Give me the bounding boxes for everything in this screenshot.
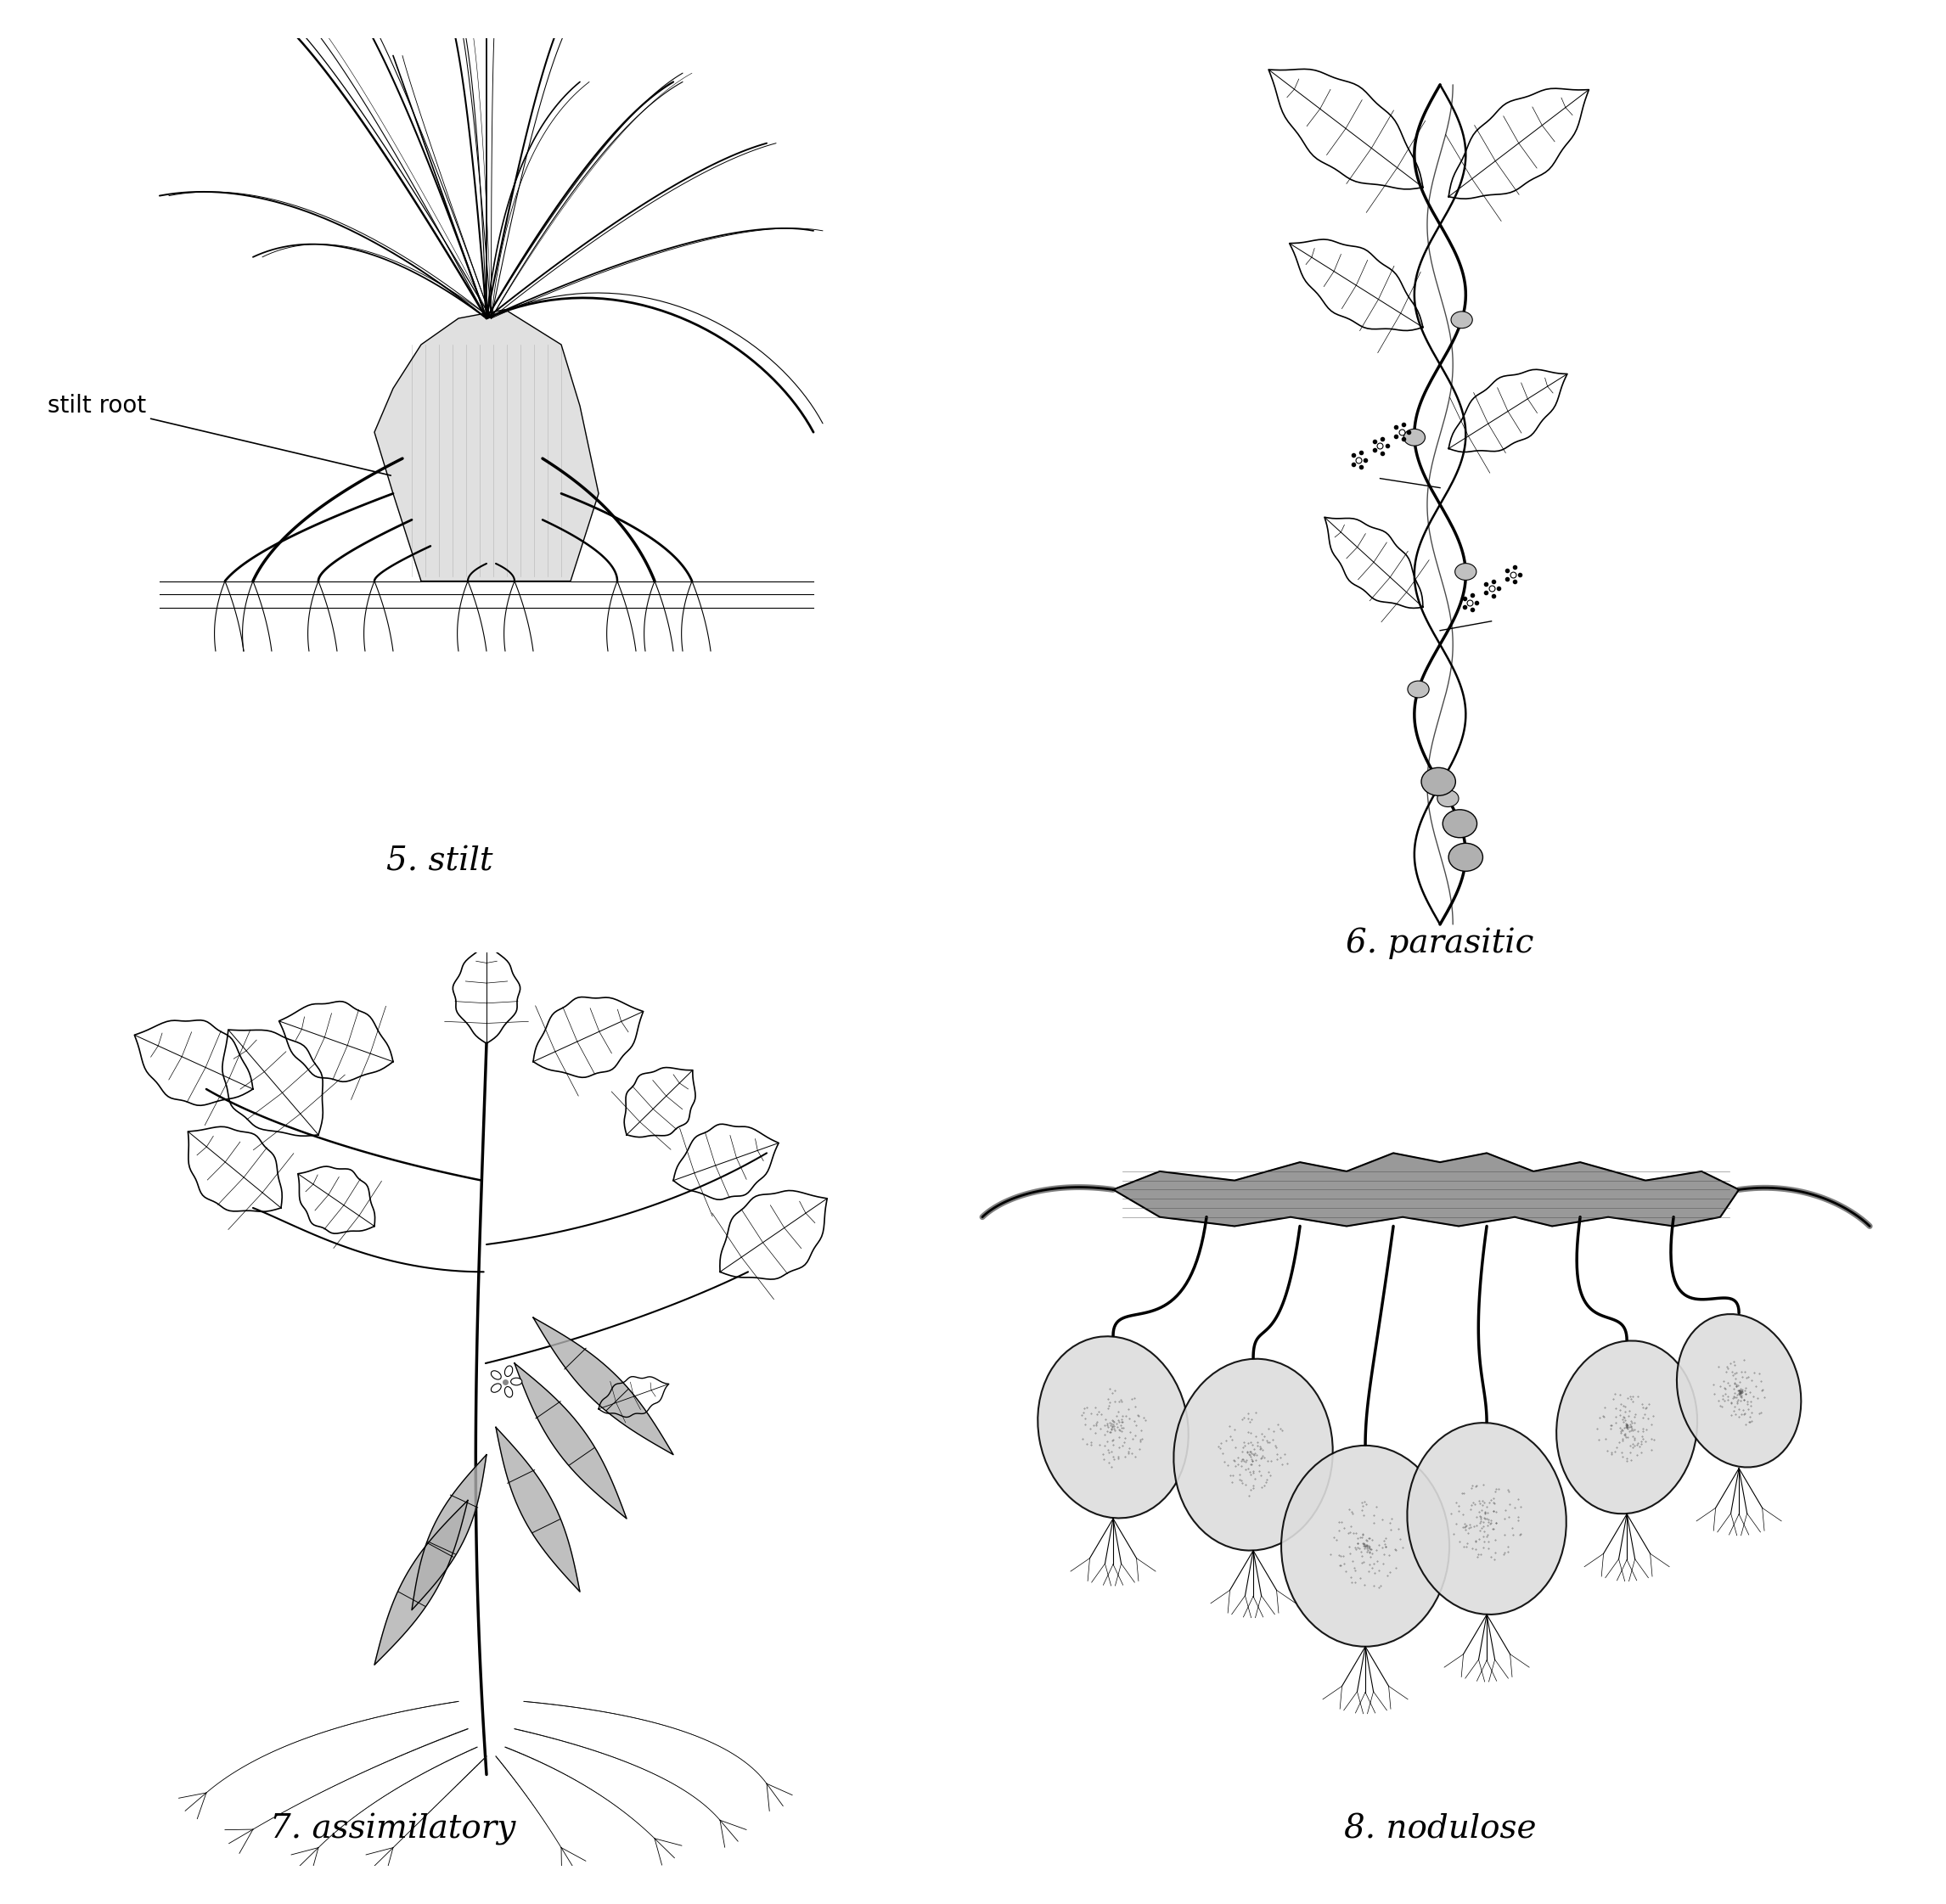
Polygon shape (134, 1021, 253, 1106)
Ellipse shape (1403, 428, 1424, 446)
Ellipse shape (504, 1365, 512, 1377)
Polygon shape (1448, 88, 1588, 198)
Polygon shape (673, 1123, 778, 1200)
Ellipse shape (1407, 682, 1428, 697)
Polygon shape (413, 1455, 486, 1611)
Ellipse shape (1407, 1422, 1567, 1615)
Polygon shape (374, 310, 599, 581)
Polygon shape (298, 1167, 376, 1234)
Ellipse shape (1456, 564, 1477, 581)
Ellipse shape (490, 1371, 502, 1380)
Ellipse shape (510, 1378, 522, 1386)
Text: 6. parasitic: 6. parasitic (1347, 927, 1533, 960)
Ellipse shape (1442, 809, 1477, 838)
Polygon shape (514, 1363, 627, 1519)
Ellipse shape (1421, 767, 1456, 796)
Polygon shape (453, 942, 520, 1043)
Ellipse shape (1448, 843, 1483, 872)
Polygon shape (374, 1500, 467, 1664)
Polygon shape (533, 998, 644, 1078)
Text: 5. stilt: 5. stilt (387, 845, 492, 878)
Polygon shape (1269, 69, 1423, 188)
Ellipse shape (504, 1386, 512, 1398)
Polygon shape (625, 1068, 695, 1137)
Ellipse shape (1557, 1340, 1697, 1514)
Polygon shape (720, 1190, 827, 1279)
Ellipse shape (1677, 1314, 1802, 1468)
Polygon shape (533, 1318, 673, 1455)
Ellipse shape (1173, 1359, 1333, 1550)
Polygon shape (222, 1030, 323, 1137)
Polygon shape (1113, 1154, 1740, 1226)
Polygon shape (278, 1002, 393, 1081)
Polygon shape (189, 1127, 282, 1211)
Ellipse shape (1438, 790, 1460, 807)
Ellipse shape (1037, 1337, 1189, 1517)
Polygon shape (599, 1377, 669, 1417)
Text: 8. nodulose: 8. nodulose (1345, 1815, 1535, 1845)
Polygon shape (496, 1428, 580, 1592)
Ellipse shape (490, 1384, 502, 1392)
Text: 7. assimilatory: 7. assimilatory (270, 1813, 516, 1845)
Polygon shape (1290, 240, 1423, 331)
Text: stilt root: stilt root (47, 394, 391, 476)
Ellipse shape (1280, 1445, 1450, 1647)
Ellipse shape (1452, 312, 1473, 327)
Polygon shape (1325, 518, 1423, 607)
Polygon shape (1448, 369, 1567, 451)
